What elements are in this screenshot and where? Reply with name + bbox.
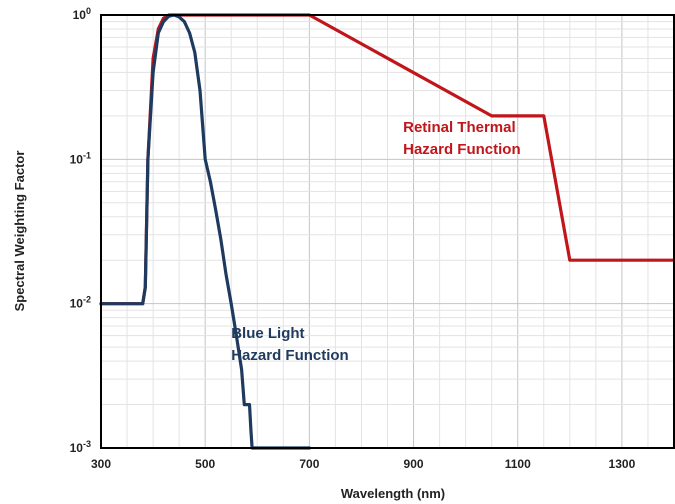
x-tick-label: 1300 (609, 457, 636, 471)
x-tick-label: 500 (195, 457, 215, 471)
x-tick-label: 300 (91, 457, 111, 471)
x-tick-label: 700 (299, 457, 319, 471)
y-tick-label: 10-3 (70, 439, 91, 455)
x-tick-label: 1100 (505, 457, 531, 471)
x-tick-label: 900 (404, 457, 424, 471)
y-tick-label: 10-1 (70, 150, 91, 166)
x-axis-title: Wavelength (nm) (341, 486, 445, 501)
y-axis-title: Spectral Weighting Factor (12, 151, 27, 312)
y-tick-label: 10-2 (70, 295, 91, 311)
y-tick-label: 100 (73, 6, 91, 22)
